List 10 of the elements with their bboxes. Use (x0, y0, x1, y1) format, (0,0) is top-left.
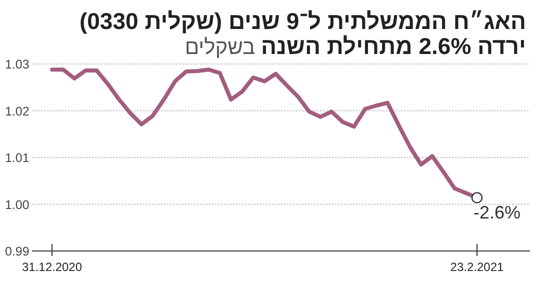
y-tick-label: 0.99 (5, 244, 30, 258)
x-tick-label: 23.2.2021 (450, 260, 504, 274)
chart-title: האג״ח הממשלתית ל־9 שנים (שקלית 0330) (79, 8, 526, 34)
x-tick-label: 31.12.2020 (22, 260, 82, 274)
y-tick-label: 1.02 (5, 104, 30, 118)
chart-subtitle: ירדה 2.6% מתחילת השנה בשקלים (184, 33, 526, 59)
y-tick-label: 1.03 (5, 58, 30, 72)
y-tick-label: 1.00 (5, 198, 30, 212)
y-tick-label: 1.01 (5, 151, 30, 165)
annotation: -2.6% (473, 202, 521, 223)
